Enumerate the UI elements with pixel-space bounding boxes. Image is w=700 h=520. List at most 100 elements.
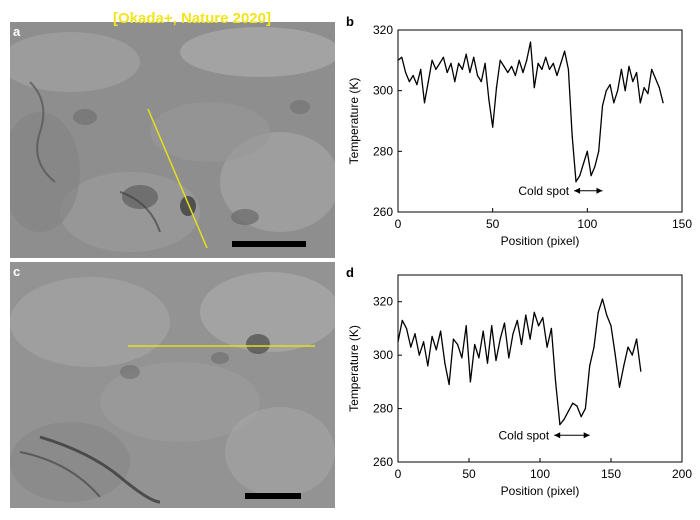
chart-b-x-axis-label: Position (pixel) [501,234,580,248]
chart-d-data-point [422,341,425,343]
chart-b-data-point [423,102,426,104]
chart-b-data-point [560,62,562,64]
chart-d-data-point [550,327,552,330]
chart-b-data-point [522,71,524,74]
chart-d-data-point [563,418,565,420]
chart-b-data-point [575,181,577,183]
chart-b-data-point [476,74,479,77]
chart-d-data-point [516,319,518,322]
chart-b-cold-spot-label: Cold spot [518,184,569,198]
chart-d-data-point [469,381,472,383]
chart-b-y-axis-label: Temperature (K) [347,78,361,165]
chart-b-x-tick-label: 0 [395,217,402,231]
chart-b-data-point [446,71,448,74]
chart-d-data-point [584,407,587,410]
chart-d-data-point [482,330,484,332]
chart-d-data-point [512,333,514,335]
chart-d-y-tick-label: 260 [373,455,393,469]
chart-b-y-tick-label: 320 [373,23,393,37]
chart-d-data-point [405,327,408,330]
chart-d-arrowhead-left [554,432,561,439]
chart-b-data-point [628,65,630,67]
chart-d-x-axis-label: Position (pixel) [501,484,580,498]
chart-b-data-point [654,77,657,80]
chart-b-data-point [564,50,566,52]
chart-b-data-point [620,68,623,71]
chart-d-temperature-line [397,298,642,426]
chart-d-data-point [589,365,591,367]
chart-d-cold-spot-label: Cold spot [498,428,549,442]
chart-d-data-point [623,365,625,367]
chart-b-data-point [526,59,528,61]
chart-d-data-point [593,346,595,348]
chart-d-data-point [576,405,578,407]
chart-b-data-point [431,59,433,61]
chart-b-data-point [567,68,570,71]
chart-b-data-point [647,93,649,95]
chart-b-data-point [495,87,498,89]
chart-d-data-point [410,346,412,348]
chart-b-y-tick-label: 260 [373,205,393,219]
chart-b-data-point [484,62,486,64]
chart-d-data-point [503,322,506,324]
chart-b-data-point [651,68,653,71]
chart-b-data-point [514,74,516,77]
chart-b-data-point [617,90,619,92]
chart-b-data-point [545,56,547,58]
chart-b-plot-frame [397,29,683,213]
chart-d-data-point [537,325,540,327]
chart-d-data-point [618,386,621,388]
chart-d-data-point [597,311,599,313]
chart-b-data-point [571,135,573,137]
chart-b-data-point [420,68,422,71]
chart-b-data-point [579,175,581,177]
chart-b-data-point [401,56,403,58]
chart-b-data-point [529,41,532,43]
chart-b-data-point [450,62,452,64]
scale-bar-c [245,493,301,499]
chart-b-data-point [469,71,471,74]
chart-d-data-point [414,333,416,335]
chart-b-arrowhead-left [574,187,581,194]
chart-d-arrowhead-right [583,432,590,439]
chart-b-data-point [499,59,501,61]
surface-texture-c [10,262,335,508]
chart-b-data-point [552,62,554,64]
chart-d-data-point [635,338,638,340]
chart-b-y-tick-label: 300 [373,84,393,98]
chart-b-x-tick-label: 100 [577,217,597,231]
chart-d-data-point [440,330,442,332]
chart-b-data-point [412,74,414,77]
chart-b-x-tick-label: 150 [672,217,692,231]
surface-image-a [10,22,335,258]
chart-b-data-point [408,80,410,83]
chart-b-data-point [613,102,615,104]
chart-b-data-point [662,102,664,104]
chart-d-x-tick-label: 200 [672,467,692,481]
chart-d-data-point [508,357,510,359]
chart-b-data-point [473,56,475,58]
chart-b-x-tick-label: 50 [486,217,500,231]
chart-d-data-point [546,346,548,348]
chart-d-y-tick-label: 280 [373,402,393,416]
chart-b-y-tick-label: 280 [373,144,393,158]
chart-d-data-point [478,357,480,359]
chart-b-data-point [605,90,607,92]
chart-b-data-point [658,87,660,89]
chart-b-data-point [439,62,441,64]
chart-d-data-point [572,402,574,404]
chart-b-data-point [594,165,596,168]
chart-b-data-point [609,84,611,86]
chart-d-y-tick-label: 300 [373,348,393,362]
chart-b-data-point [601,105,604,107]
chart-b-data-point [435,68,437,71]
chart-b-data-point [632,80,634,83]
chart-b-data-point [548,68,551,71]
chart-b-data-point [511,65,513,67]
chart-b-data-point [397,59,399,61]
chart-d-data-point [401,319,403,322]
surface-texture-a [10,22,335,258]
chart-d-data-point [542,317,544,319]
chart-b-data-point [586,150,588,152]
